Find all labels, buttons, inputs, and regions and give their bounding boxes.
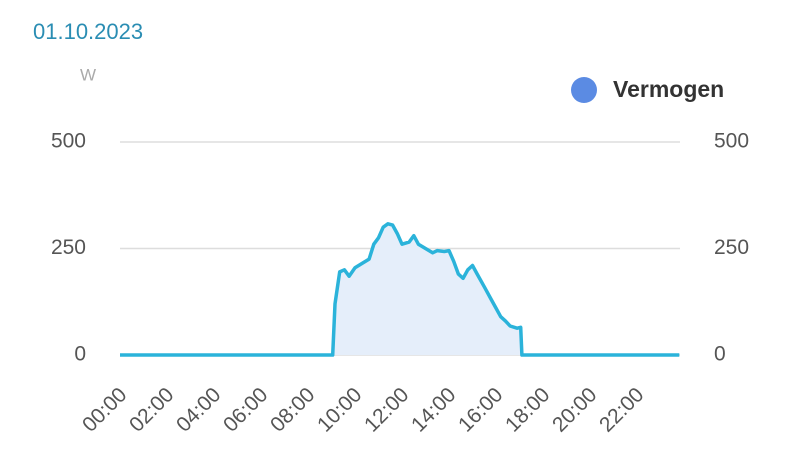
legend-marker — [571, 77, 597, 103]
x-tick-label: 10:00 — [313, 383, 366, 436]
chart-title: 01.10.2023 — [33, 19, 143, 44]
y2-tick-label: 500 — [714, 130, 749, 153]
y-axis-unit: W — [80, 65, 96, 84]
area-fill — [120, 223, 680, 355]
x-tick-label: 22:00 — [595, 383, 648, 436]
x-tick-label: 20:00 — [548, 383, 601, 436]
x-tick-label: 18:00 — [501, 383, 554, 436]
x-tick-label: 08:00 — [266, 383, 319, 436]
x-tick-label: 02:00 — [125, 383, 178, 436]
x-tick-label: 06:00 — [219, 383, 272, 436]
line — [120, 222, 680, 357]
x-tick-label: 04:00 — [172, 383, 225, 436]
y-tick-label: 0 — [74, 343, 86, 366]
x-tick-label: 14:00 — [407, 383, 460, 436]
y-tick-label: 500 — [51, 130, 86, 153]
y2-tick-label: 0 — [714, 343, 726, 366]
y-tick-label: 250 — [51, 236, 86, 259]
legend-label: Vermogen — [613, 76, 724, 102]
x-tick-label: 00:00 — [78, 383, 131, 436]
x-tick-label: 12:00 — [360, 383, 413, 436]
y2-tick-label: 250 — [714, 236, 749, 259]
x-tick-label: 16:00 — [454, 383, 507, 436]
